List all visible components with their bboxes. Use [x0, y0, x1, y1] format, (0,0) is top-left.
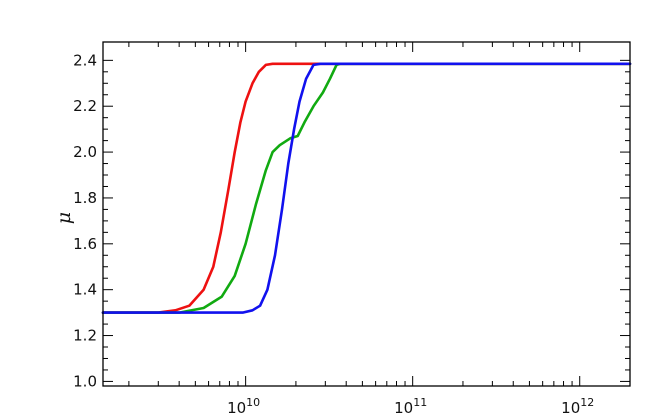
x-tick-label: 1011 [394, 396, 427, 417]
series-layer [101, 62, 632, 314]
y-tick-label: 2.4 [73, 51, 97, 69]
y-tick-label: 2.2 [73, 97, 97, 115]
series-line-1 [101, 62, 632, 314]
y-tick-labels: 1.0 1.2 1.4 1.6 1.8 2.0 2.2 2.4 [73, 51, 97, 390]
y-tick-label: 1.2 [73, 327, 97, 345]
x-tick-label: 1010 [227, 396, 260, 417]
x-tick-label: 1012 [561, 396, 594, 417]
y-tick-label: 2.0 [73, 143, 97, 161]
y-tick-label: 1.0 [73, 372, 97, 390]
y-tick-label: 1.4 [73, 281, 97, 299]
series-line-2 [101, 62, 632, 314]
x-tick-labels: 1010 1011 1012 [227, 396, 594, 417]
y-tick-label: 1.6 [73, 235, 97, 253]
series-line-3 [101, 62, 632, 314]
y-tick-label: 1.8 [73, 189, 97, 207]
plot-frame [102, 41, 631, 387]
axis-ticks [103, 42, 630, 386]
y-axis-label: μ [53, 212, 75, 224]
